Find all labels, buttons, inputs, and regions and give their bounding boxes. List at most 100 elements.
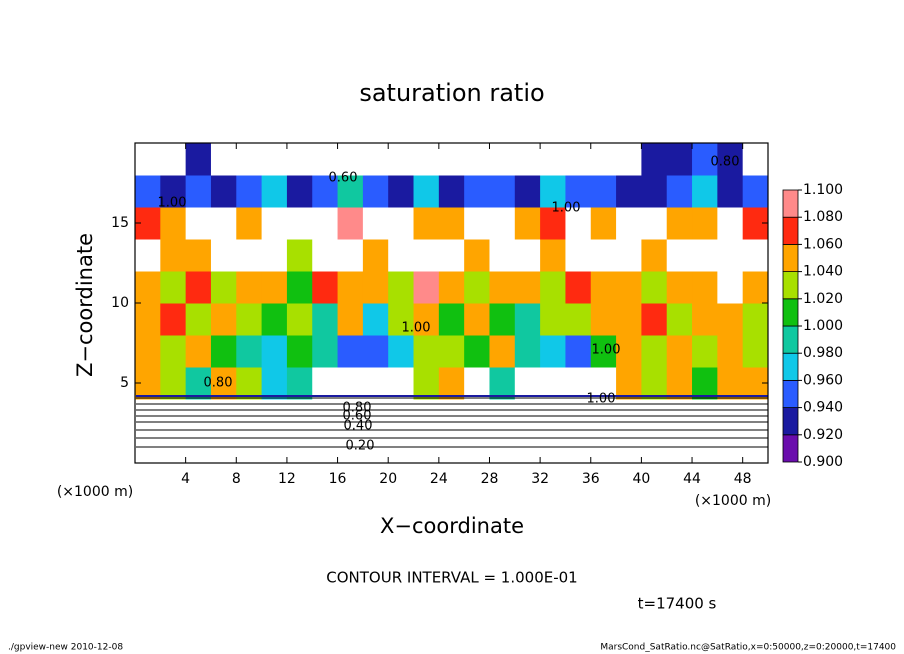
cell xyxy=(337,303,364,336)
cell xyxy=(565,303,592,336)
cell xyxy=(565,271,592,304)
cell xyxy=(210,271,237,304)
cell xyxy=(388,207,415,240)
cell xyxy=(236,335,263,368)
cell xyxy=(742,239,769,272)
cell xyxy=(641,271,668,304)
cell xyxy=(565,367,592,400)
cell xyxy=(261,143,288,176)
cell xyxy=(692,175,718,208)
cell xyxy=(590,335,617,368)
cell xyxy=(464,303,490,336)
cell xyxy=(388,335,415,368)
cell xyxy=(514,303,541,336)
cell xyxy=(388,175,415,208)
x-unit-label: (×1000 m) xyxy=(695,493,771,509)
cell xyxy=(413,207,440,240)
contour-label: 1.00 xyxy=(587,392,616,407)
cell xyxy=(540,303,566,336)
cell xyxy=(489,207,516,240)
cell xyxy=(464,207,490,240)
cell xyxy=(160,367,187,400)
cell xyxy=(388,143,415,176)
colorbar-tick-label: 1.100 xyxy=(803,182,843,198)
cell xyxy=(438,335,465,368)
cell xyxy=(641,335,668,368)
cell xyxy=(438,367,465,400)
cell xyxy=(464,271,490,304)
cell xyxy=(489,367,516,400)
cell xyxy=(514,207,541,240)
cell xyxy=(337,143,364,176)
colorbar-tick-label: 0.900 xyxy=(803,454,843,470)
cell xyxy=(641,175,668,208)
cell xyxy=(236,207,263,240)
cell xyxy=(489,143,516,176)
cell xyxy=(489,303,516,336)
cell xyxy=(286,239,313,272)
cell xyxy=(312,271,339,304)
cell xyxy=(135,335,161,368)
cell xyxy=(692,271,718,304)
cell xyxy=(413,143,440,176)
y-axis-label: Z−coordinate xyxy=(73,233,97,377)
cell xyxy=(616,143,642,176)
cell xyxy=(236,175,263,208)
x-tick-label: 48 xyxy=(734,471,752,487)
footer-right: MarsCond_SatRatio.nc@SatRatio,x=0:50000,… xyxy=(600,643,896,653)
cell xyxy=(337,335,364,368)
colorbar-swatch xyxy=(782,271,799,300)
cell xyxy=(135,175,161,208)
cell xyxy=(717,143,744,176)
colorbar-tick-label: 0.980 xyxy=(803,345,843,361)
cell xyxy=(666,143,693,176)
cell xyxy=(286,207,313,240)
cell xyxy=(286,143,313,176)
colorbar-swatch xyxy=(782,434,799,463)
cell xyxy=(185,271,212,304)
cell xyxy=(540,335,566,368)
cell xyxy=(362,367,389,400)
x-tick-label: 36 xyxy=(582,471,600,487)
x-tick-label: 8 xyxy=(232,471,241,487)
cell xyxy=(565,143,592,176)
cell xyxy=(413,335,440,368)
cell xyxy=(464,143,490,176)
cell xyxy=(135,271,161,304)
colorbar-swatch xyxy=(782,407,799,436)
cell xyxy=(438,271,465,304)
cell xyxy=(312,143,339,176)
cell xyxy=(489,175,516,208)
x-tick-label: 24 xyxy=(430,471,448,487)
cell xyxy=(312,175,339,208)
cell xyxy=(388,303,415,336)
cell xyxy=(514,335,541,368)
colorbar-swatch xyxy=(782,298,799,327)
cell xyxy=(616,303,642,336)
y-unit-label: (×1000 m) xyxy=(57,484,133,500)
cell xyxy=(337,207,364,240)
cell xyxy=(236,239,263,272)
cell xyxy=(135,143,161,176)
cell xyxy=(641,303,668,336)
contour-label: 0.80 xyxy=(204,376,233,391)
cell xyxy=(540,271,566,304)
cell xyxy=(337,271,364,304)
cell xyxy=(388,271,415,304)
cell xyxy=(742,303,769,336)
cell xyxy=(438,143,465,176)
cell xyxy=(540,175,566,208)
cell xyxy=(666,303,693,336)
cell xyxy=(464,175,490,208)
cell xyxy=(489,239,516,272)
cell xyxy=(185,303,212,336)
cell xyxy=(540,239,566,272)
cell xyxy=(261,175,288,208)
cell xyxy=(540,143,566,176)
cell xyxy=(210,303,237,336)
colorbar-tick-label: 1.000 xyxy=(803,318,843,334)
cell xyxy=(717,207,744,240)
cell xyxy=(362,335,389,368)
cell xyxy=(413,239,440,272)
contour-label: 1.00 xyxy=(592,343,621,358)
